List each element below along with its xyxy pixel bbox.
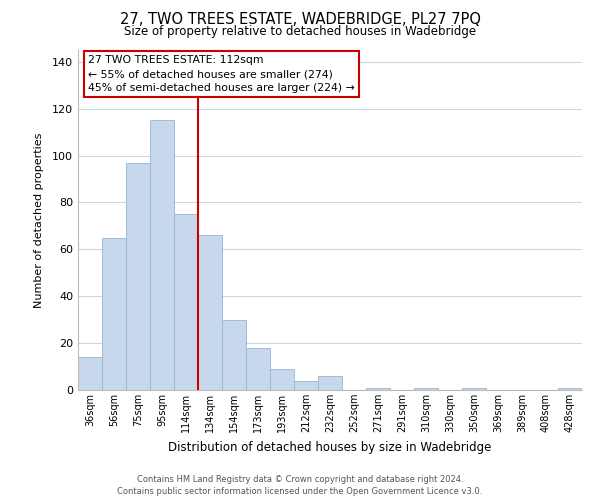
Bar	[126, 162, 150, 390]
Bar	[246, 348, 270, 390]
Bar	[558, 388, 582, 390]
Bar	[270, 369, 294, 390]
Bar	[462, 388, 486, 390]
Text: 27, TWO TREES ESTATE, WADEBRIDGE, PL27 7PQ: 27, TWO TREES ESTATE, WADEBRIDGE, PL27 7…	[119, 12, 481, 28]
Bar	[78, 357, 102, 390]
Y-axis label: Number of detached properties: Number of detached properties	[34, 132, 44, 308]
Text: Size of property relative to detached houses in Wadebridge: Size of property relative to detached ho…	[124, 25, 476, 38]
Bar	[102, 238, 126, 390]
Bar	[174, 214, 198, 390]
Bar	[366, 388, 390, 390]
Text: Contains HM Land Registry data © Crown copyright and database right 2024.
Contai: Contains HM Land Registry data © Crown c…	[118, 474, 482, 496]
Bar	[318, 376, 342, 390]
Bar	[150, 120, 174, 390]
Bar	[198, 235, 222, 390]
Bar	[414, 388, 438, 390]
Bar	[222, 320, 246, 390]
Bar	[294, 380, 318, 390]
X-axis label: Distribution of detached houses by size in Wadebridge: Distribution of detached houses by size …	[169, 440, 491, 454]
Text: 27 TWO TREES ESTATE: 112sqm
← 55% of detached houses are smaller (274)
45% of se: 27 TWO TREES ESTATE: 112sqm ← 55% of det…	[88, 55, 355, 93]
